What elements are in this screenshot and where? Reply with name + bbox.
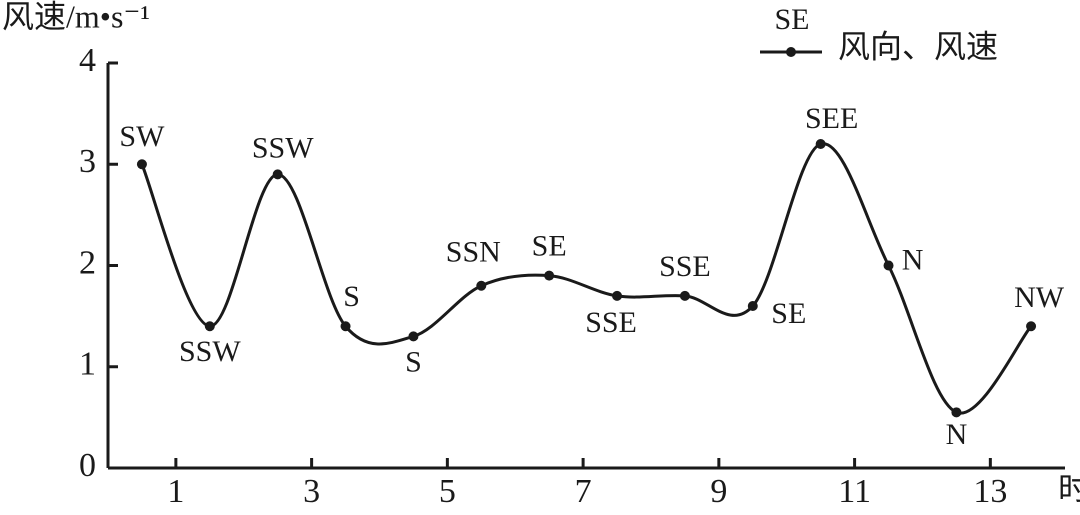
direction-label: SSW bbox=[252, 131, 314, 164]
direction-label: N bbox=[946, 418, 968, 451]
data-point bbox=[272, 169, 283, 180]
y-tick-label: 2 bbox=[79, 244, 96, 281]
y-tick-label: 1 bbox=[79, 346, 96, 383]
data-point bbox=[679, 290, 690, 301]
direction-label: S bbox=[343, 280, 360, 313]
direction-label: SSE bbox=[585, 306, 637, 339]
series-line bbox=[140, 142, 1033, 415]
data-point bbox=[544, 270, 555, 281]
legend-marker bbox=[786, 47, 796, 57]
x-tick-label: 9 bbox=[710, 473, 727, 510]
data-point bbox=[1026, 321, 1037, 332]
data-point bbox=[408, 331, 419, 342]
x-tick-label: 11 bbox=[838, 473, 871, 510]
direction-label: SW bbox=[119, 120, 165, 153]
y-tick-label: 0 bbox=[79, 447, 96, 484]
direction-label: S bbox=[405, 345, 422, 378]
data-point bbox=[136, 159, 147, 170]
data-point bbox=[612, 290, 623, 301]
data-point bbox=[883, 260, 894, 271]
data-point bbox=[204, 321, 215, 332]
x-tick-label: 13 bbox=[973, 473, 1007, 510]
legend-label: 风向、风速 bbox=[838, 28, 998, 64]
x-tick-label: 5 bbox=[439, 473, 456, 510]
data-point bbox=[476, 280, 487, 291]
y-axis-label: 风速/m•s⁻¹ bbox=[2, 0, 150, 34]
data-point bbox=[951, 407, 962, 418]
data-point bbox=[747, 301, 758, 311]
direction-label: SE bbox=[532, 230, 567, 263]
direction-label: SE bbox=[771, 297, 806, 330]
direction-label: SSE bbox=[659, 250, 711, 283]
direction-label: NW bbox=[1014, 281, 1065, 314]
data-point bbox=[815, 139, 826, 149]
legend-sample-label: SE bbox=[774, 3, 809, 36]
data-point bbox=[340, 321, 351, 332]
direction-label: SSN bbox=[446, 236, 501, 269]
direction-label: SSW bbox=[179, 335, 241, 368]
x-tick-label: 7 bbox=[575, 473, 592, 510]
direction-label: N bbox=[902, 243, 924, 276]
y-tick-label: 4 bbox=[79, 42, 96, 79]
y-tick-label: 3 bbox=[79, 143, 96, 180]
x-tick-label: 3 bbox=[303, 473, 320, 510]
x-tick-label: 1 bbox=[167, 473, 184, 510]
x-axis-label: 时 bbox=[1058, 470, 1080, 506]
direction-label: SEE bbox=[805, 102, 858, 135]
